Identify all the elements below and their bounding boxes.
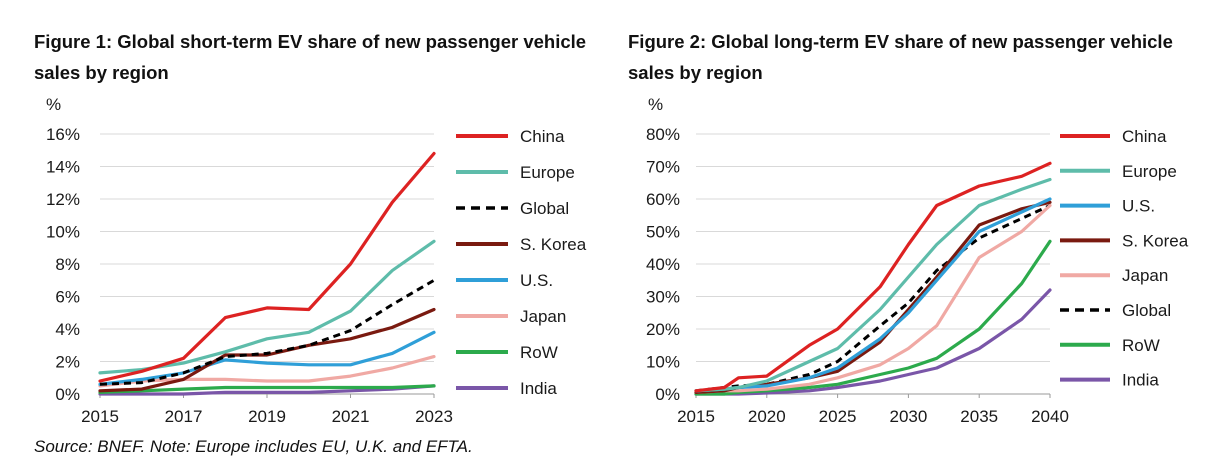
fig2-x-tick-label: 2020	[748, 407, 786, 426]
figure-1-title: Figure 1: Global short-term EV share of …	[34, 31, 587, 83]
fig2-y-tick-label: 20%	[646, 320, 680, 339]
figure-2-title: Figure 2: Global long-term EV share of n…	[628, 31, 1173, 83]
fig2-series-line-row	[694, 239, 1052, 396]
fig2-legend-label-china: China	[1122, 127, 1167, 146]
fig1-y-tick-label: 16%	[46, 125, 80, 144]
fig2-y-tick-label: 0%	[655, 385, 680, 404]
fig2-legend-label-s-korea: S. Korea	[1122, 231, 1189, 250]
fig2-y-tick-label: 40%	[646, 255, 680, 274]
fig1-y-tick-label: 12%	[46, 190, 80, 209]
figure-1-chart: 0% 2% 4% 6% 8% 10% 12% 14% 16%% 2015 2017 2019 2021 2…	[46, 95, 587, 426]
fig2-series-line-china	[694, 161, 1052, 393]
fig1-y-tick-label: 0%	[55, 385, 80, 404]
fig1-series-line-s-korea	[98, 307, 436, 393]
fig2-x-tick-label: 2040	[1031, 407, 1069, 426]
fig2-series-line-europe	[694, 177, 1052, 393]
fig2-series-line-japan	[694, 203, 1052, 394]
fig1-x-tick-label: 2019	[248, 407, 286, 426]
fig1-legend-label-europe: Europe	[520, 163, 575, 182]
fig1-y-tick-label: 14%	[46, 158, 80, 177]
fig1-y-tick-label: 4%	[55, 320, 80, 339]
fig2-x-tick-label: 2025	[819, 407, 857, 426]
fig1-x-tick-label: 2023	[415, 407, 453, 426]
fig2-legend-label-u-s: U.S.	[1122, 197, 1155, 216]
fig2-x-tick-label: 2035	[960, 407, 998, 426]
fig2-y-tick-label: 70%	[646, 158, 680, 177]
fig1-y-tick-label: 8%	[55, 255, 80, 274]
fig1-y-axis-label: %	[46, 95, 61, 114]
fig1-legend-label-global: Global	[520, 199, 569, 218]
fig2-y-tick-label: 80%	[646, 125, 680, 144]
fig1-x-tick-label: 2017	[165, 407, 203, 426]
fig1-legend-label-japan: Japan	[520, 307, 566, 326]
source-note: Source: BNEF. Note: Europe includes EU, …	[34, 437, 473, 456]
fig1-series-line-india	[98, 384, 436, 396]
fig1-legend-label-china: China	[520, 127, 565, 146]
fig2-legend-label-india: India	[1122, 371, 1159, 390]
fig1-series-line-row	[98, 384, 436, 394]
fig2-y-axis-label: %	[648, 95, 663, 114]
fig1-x-tick-label: 2015	[81, 407, 119, 426]
fig1-series-line-china	[98, 151, 436, 383]
figure-2-chart: 0% 10% 20% 30% 40% 50% 60% 70% 80%% 2015 2020 2025 2…	[646, 95, 1189, 426]
fig1-x-tick-label: 2021	[332, 407, 370, 426]
fig2-legend-label-japan: Japan	[1122, 266, 1168, 285]
fig1-y-tick-label: 10%	[46, 223, 80, 242]
fig1-legend-label-s-korea: S. Korea	[520, 235, 587, 254]
fig2-y-tick-label: 50%	[646, 223, 680, 242]
fig1-legend-label-row: RoW	[520, 343, 558, 362]
fig1-series-line-global	[99, 279, 435, 386]
fig2-legend-label-global: Global	[1122, 301, 1171, 320]
fig2-legend-label-europe: Europe	[1122, 162, 1177, 181]
fig2-legend-label-row: RoW	[1122, 336, 1160, 355]
fig1-legend-label-india: India	[520, 379, 557, 398]
fig2-x-tick-label: 2015	[677, 407, 715, 426]
fig2-x-tick-label: 2030	[889, 407, 927, 426]
fig2-y-tick-label: 10%	[646, 353, 680, 372]
fig2-y-tick-label: 30%	[646, 288, 680, 307]
fig1-legend-label-u-s: U.S.	[520, 271, 553, 290]
fig2-y-tick-label: 60%	[646, 190, 680, 209]
fig1-series-line-u-s	[98, 330, 436, 386]
fig1-y-tick-label: 2%	[55, 353, 80, 372]
fig1-y-tick-label: 6%	[55, 288, 80, 307]
fig1-series-line-japan	[98, 355, 436, 388]
fig2-series-line-global	[695, 204, 1051, 393]
